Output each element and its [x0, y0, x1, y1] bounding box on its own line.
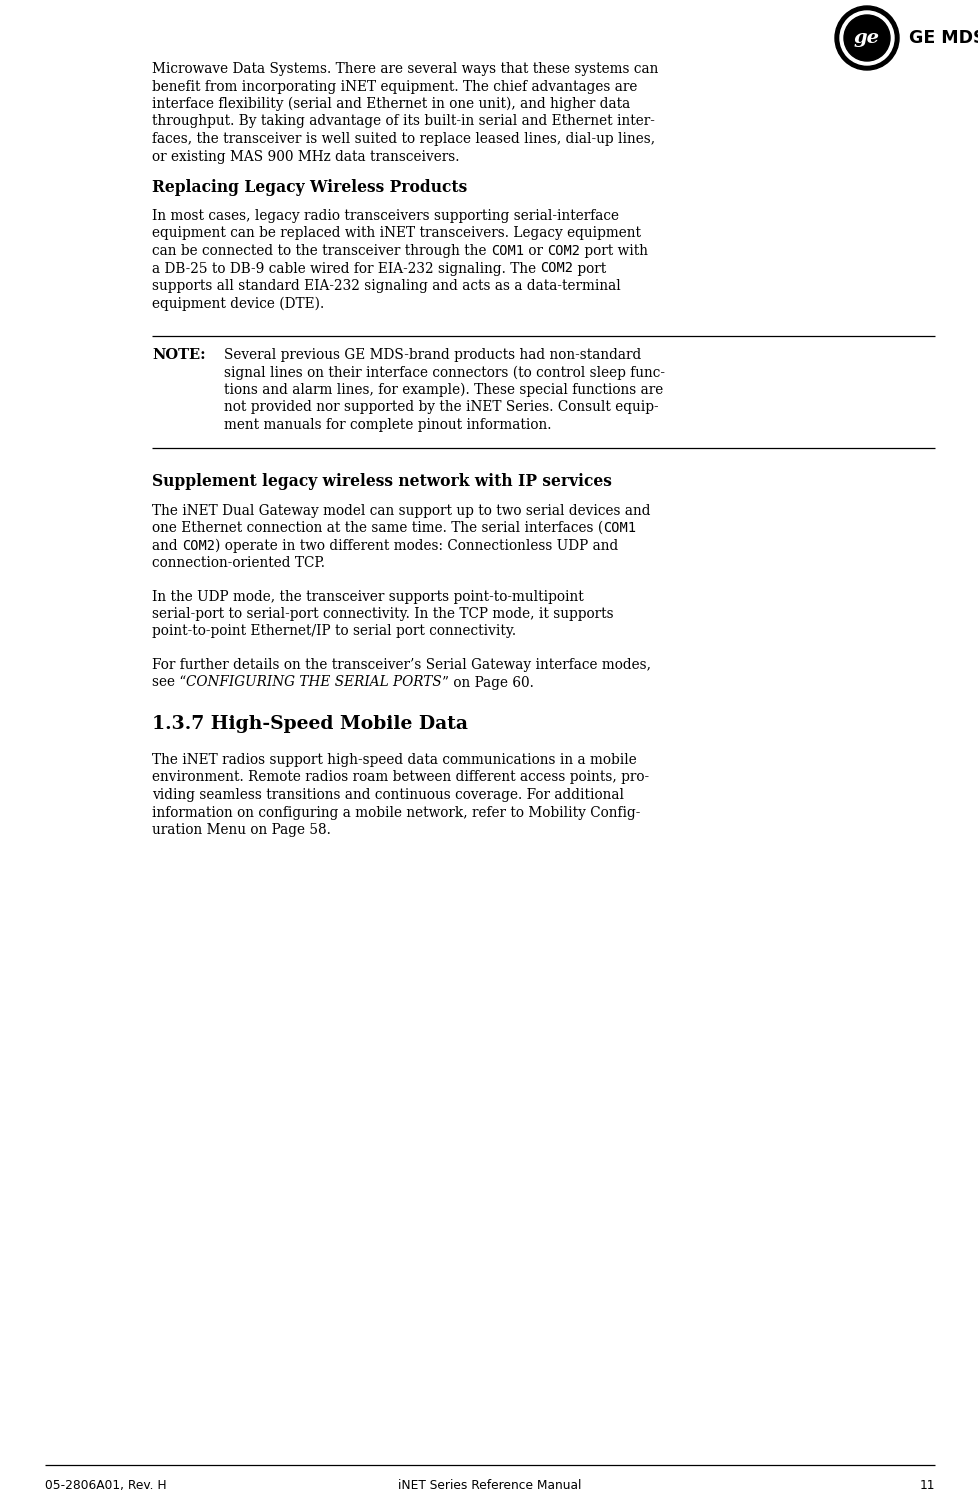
Text: Supplement legacy wireless network with IP services: Supplement legacy wireless network with … — [152, 474, 611, 490]
Text: and: and — [152, 538, 182, 552]
Text: information on configuring a mobile network, refer to Mobility Config-: information on configuring a mobile netw… — [152, 806, 640, 820]
Text: The iNET Dual Gateway model can support up to two serial devices and: The iNET Dual Gateway model can support … — [152, 504, 649, 517]
Text: equipment can be replaced with iNET transceivers. Legacy equipment: equipment can be replaced with iNET tran… — [152, 227, 641, 241]
Text: COM2: COM2 — [547, 244, 580, 259]
Text: uration Menu on Page 58.: uration Menu on Page 58. — [152, 823, 331, 838]
Text: connection-oriented TCP.: connection-oriented TCP. — [152, 556, 325, 570]
Text: COM2: COM2 — [540, 262, 573, 275]
Text: tions and alarm lines, for example). These special functions are: tions and alarm lines, for example). The… — [224, 384, 662, 397]
Text: point-to-point Ethernet/IP to serial port connectivity.: point-to-point Ethernet/IP to serial por… — [152, 624, 515, 639]
Text: or: or — [523, 244, 547, 259]
Text: In most cases, legacy radio transceivers supporting serial-interface: In most cases, legacy radio transceivers… — [152, 209, 618, 223]
Text: Replacing Legacy Wireless Products: Replacing Legacy Wireless Products — [152, 179, 467, 196]
Text: a DB-25 to DB-9 cable wired for EIA-232 signaling. The: a DB-25 to DB-9 cable wired for EIA-232 … — [152, 262, 540, 275]
Text: port: port — [573, 262, 606, 275]
Circle shape — [839, 11, 893, 65]
Text: ) operate in two different modes: Connectionless UDP and: ) operate in two different modes: Connec… — [215, 538, 618, 553]
Text: environment. Remote radios roam between different access points, pro-: environment. Remote radios roam between … — [152, 770, 648, 785]
Text: NOTE:: NOTE: — [152, 347, 205, 362]
Text: benefit from incorporating iNET equipment. The chief advantages are: benefit from incorporating iNET equipmen… — [152, 80, 637, 93]
Text: faces, the transceiver is well suited to replace leased lines, dial-up lines,: faces, the transceiver is well suited to… — [152, 132, 654, 146]
Text: For further details on the transceiver’s Serial Gateway interface modes,: For further details on the transceiver’s… — [152, 659, 650, 672]
Text: GE MDS: GE MDS — [908, 29, 978, 47]
Text: ment manuals for complete pinout information.: ment manuals for complete pinout informa… — [224, 418, 551, 432]
Circle shape — [834, 6, 898, 71]
Text: ge: ge — [853, 29, 879, 47]
Text: 1.3.7 High-Speed Mobile Data: 1.3.7 High-Speed Mobile Data — [152, 714, 467, 732]
Text: The iNET radios support high-speed data communications in a mobile: The iNET radios support high-speed data … — [152, 754, 636, 767]
Text: In the UDP mode, the transceiver supports point-to-multipoint: In the UDP mode, the transceiver support… — [152, 590, 583, 603]
Text: signal lines on their interface connectors (to control sleep func-: signal lines on their interface connecto… — [224, 365, 664, 381]
Text: 11: 11 — [918, 1478, 934, 1492]
Text: serial-port to serial-port connectivity. In the TCP mode, it supports: serial-port to serial-port connectivity.… — [152, 608, 613, 621]
Text: COM1: COM1 — [602, 520, 636, 535]
Text: Microwave Data Systems. There are several ways that these systems can: Microwave Data Systems. There are severa… — [152, 62, 657, 77]
Text: see “: see “ — [152, 675, 186, 689]
Text: or existing MAS 900 MHz data transceivers.: or existing MAS 900 MHz data transceiver… — [152, 149, 459, 164]
Text: not provided nor supported by the iNET Series. Consult equip-: not provided nor supported by the iNET S… — [224, 400, 658, 415]
Text: one Ethernet connection at the same time. The serial interfaces (: one Ethernet connection at the same time… — [152, 520, 602, 535]
Text: COM1: COM1 — [490, 244, 523, 259]
Text: 05-2806A01, Rev. H: 05-2806A01, Rev. H — [45, 1478, 166, 1492]
Text: iNET Series Reference Manual: iNET Series Reference Manual — [397, 1478, 581, 1492]
Text: viding seamless transitions and continuous coverage. For additional: viding seamless transitions and continuo… — [152, 788, 623, 802]
Circle shape — [843, 15, 889, 62]
Text: throughput. By taking advantage of its built-in serial and Ethernet inter-: throughput. By taking advantage of its b… — [152, 114, 654, 128]
Text: COM2: COM2 — [182, 538, 215, 552]
Text: port with: port with — [580, 244, 647, 259]
Text: can be connected to the transceiver through the: can be connected to the transceiver thro… — [152, 244, 490, 259]
Text: equipment device (DTE).: equipment device (DTE). — [152, 296, 324, 311]
Text: supports all standard EIA-232 signaling and acts as a data-terminal: supports all standard EIA-232 signaling … — [152, 280, 620, 293]
Text: CONFIGURING THE SERIAL PORTS: CONFIGURING THE SERIAL PORTS — [186, 675, 441, 689]
Text: ” on Page 60.: ” on Page 60. — [441, 675, 533, 689]
Text: Several previous GE MDS-brand products had non-standard: Several previous GE MDS-brand products h… — [224, 347, 641, 362]
Text: interface flexibility (serial and Ethernet in one unit), and higher data: interface flexibility (serial and Ethern… — [152, 96, 630, 111]
